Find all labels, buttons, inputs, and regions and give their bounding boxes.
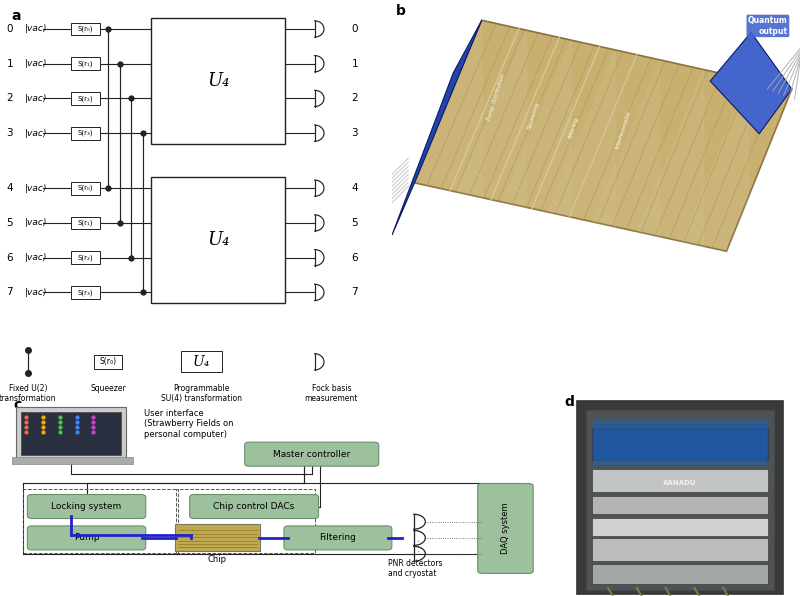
Text: a: a: [11, 9, 21, 23]
Text: c: c: [14, 399, 22, 412]
Text: Locking system: Locking system: [51, 502, 122, 511]
Text: Master controller: Master controller: [273, 449, 350, 459]
FancyBboxPatch shape: [174, 524, 260, 551]
FancyBboxPatch shape: [71, 23, 100, 35]
Text: |vac⟩: |vac⟩: [25, 59, 47, 68]
FancyBboxPatch shape: [71, 252, 100, 264]
FancyBboxPatch shape: [592, 470, 768, 492]
Text: 3: 3: [6, 128, 13, 138]
Text: 7: 7: [351, 287, 358, 297]
FancyBboxPatch shape: [181, 352, 222, 372]
FancyBboxPatch shape: [16, 407, 126, 459]
Text: |vac⟩: |vac⟩: [25, 94, 47, 103]
Text: 4: 4: [6, 183, 13, 193]
FancyBboxPatch shape: [71, 127, 100, 139]
FancyBboxPatch shape: [27, 495, 146, 519]
Text: 0: 0: [6, 24, 13, 34]
Text: 6: 6: [6, 253, 13, 263]
Text: |vac⟩: |vac⟩: [25, 184, 47, 193]
FancyBboxPatch shape: [592, 564, 768, 584]
Text: 4: 4: [351, 183, 358, 193]
Text: Filtering: Filtering: [319, 533, 356, 542]
Text: 5: 5: [6, 218, 13, 228]
Text: d: d: [565, 395, 574, 409]
Text: U₄: U₄: [207, 72, 229, 90]
Text: S(r₁): S(r₁): [78, 60, 94, 67]
Text: U₄: U₄: [207, 231, 229, 249]
Text: 2: 2: [6, 94, 13, 104]
FancyBboxPatch shape: [592, 538, 768, 560]
FancyBboxPatch shape: [284, 526, 392, 550]
FancyBboxPatch shape: [190, 495, 318, 519]
Text: 1: 1: [351, 58, 358, 69]
FancyBboxPatch shape: [71, 216, 100, 229]
Text: Fock basis
measurement: Fock basis measurement: [305, 384, 358, 403]
Text: |vac⟩: |vac⟩: [25, 253, 47, 262]
Polygon shape: [392, 20, 482, 235]
FancyBboxPatch shape: [245, 442, 378, 466]
Text: Quantum
output: Quantum output: [748, 16, 788, 36]
FancyBboxPatch shape: [150, 178, 286, 303]
Text: PNR detectors
and cryostat: PNR detectors and cryostat: [388, 559, 442, 578]
Text: 3: 3: [351, 128, 358, 138]
FancyBboxPatch shape: [12, 457, 133, 464]
Text: S(r₁): S(r₁): [78, 220, 94, 226]
FancyBboxPatch shape: [71, 182, 100, 194]
FancyBboxPatch shape: [592, 518, 768, 536]
Text: User interface
(Strawberry Fields on
personal computer): User interface (Strawberry Fields on per…: [144, 409, 234, 439]
Text: Fixed U(2)
transformation: Fixed U(2) transformation: [0, 384, 57, 403]
Text: |vac⟩: |vac⟩: [25, 24, 47, 33]
FancyBboxPatch shape: [150, 18, 286, 144]
Text: Pump I/O: Pump I/O: [417, 82, 431, 113]
Polygon shape: [710, 32, 792, 134]
FancyBboxPatch shape: [27, 526, 146, 550]
Text: |vac⟩: |vac⟩: [25, 218, 47, 228]
Text: U₄: U₄: [193, 355, 210, 369]
Text: Pump: Pump: [74, 533, 99, 542]
Text: 1: 1: [6, 58, 13, 69]
FancyBboxPatch shape: [71, 92, 100, 105]
FancyBboxPatch shape: [94, 355, 122, 368]
Text: b: b: [396, 4, 406, 18]
FancyBboxPatch shape: [592, 496, 768, 514]
Text: · · ·: · · ·: [417, 539, 426, 552]
Polygon shape: [413, 20, 792, 252]
Text: S(r₃): S(r₃): [78, 130, 94, 136]
FancyBboxPatch shape: [577, 402, 783, 594]
FancyBboxPatch shape: [71, 57, 100, 70]
Text: S(r₃): S(r₃): [78, 289, 94, 296]
Text: Filtering: Filtering: [568, 117, 579, 139]
Text: 5: 5: [351, 218, 358, 228]
Text: 7: 7: [6, 287, 13, 297]
Text: Pump distribution: Pump distribution: [486, 73, 506, 121]
FancyBboxPatch shape: [586, 409, 774, 590]
Text: S(r₂): S(r₂): [78, 95, 94, 102]
Text: Programmable
SU(4) transformation: Programmable SU(4) transformation: [161, 384, 242, 403]
Text: |vac⟩: |vac⟩: [25, 288, 47, 297]
Text: DAQ system: DAQ system: [501, 502, 510, 554]
FancyBboxPatch shape: [592, 428, 768, 460]
Text: 6: 6: [351, 253, 358, 263]
FancyBboxPatch shape: [478, 483, 534, 573]
Text: Interferometer: Interferometer: [615, 110, 632, 150]
Text: S(r₀): S(r₀): [78, 26, 94, 32]
Text: 2: 2: [351, 94, 358, 104]
FancyBboxPatch shape: [71, 286, 100, 299]
Text: XANADU: XANADU: [663, 480, 697, 486]
Text: Chip control DACs: Chip control DACs: [214, 502, 294, 511]
Text: Squeezing: Squeezing: [527, 101, 541, 130]
FancyBboxPatch shape: [21, 412, 121, 455]
Text: Squeezer: Squeezer: [90, 384, 126, 393]
Text: Chip: Chip: [208, 555, 227, 564]
Text: S(r₀): S(r₀): [99, 358, 117, 367]
Text: S(r₀): S(r₀): [78, 185, 94, 191]
Text: S(r₂): S(r₂): [78, 254, 94, 261]
Text: |vac⟩: |vac⟩: [25, 129, 47, 138]
Text: 0: 0: [351, 24, 358, 34]
